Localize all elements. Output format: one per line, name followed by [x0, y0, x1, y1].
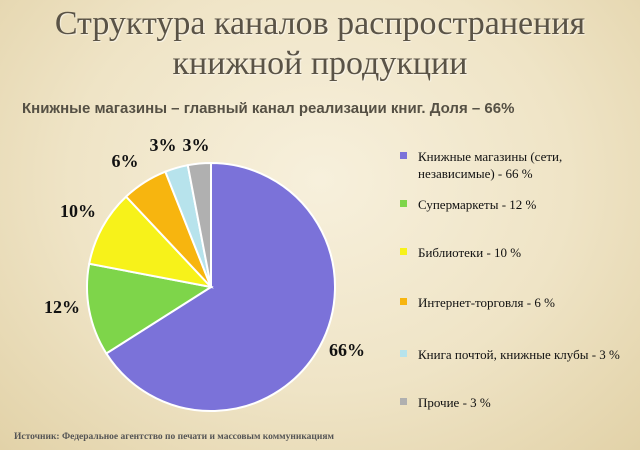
pie-data-label: 6% — [112, 151, 139, 171]
legend-swatch — [400, 398, 407, 405]
source-note: Источник: Федеральное агентство по печат… — [14, 432, 334, 442]
pie-data-label: 3% — [183, 135, 210, 155]
pie-data-label: 10% — [60, 201, 96, 221]
legend-item-other: Прочие - 3 % — [400, 394, 636, 411]
legend-swatch — [400, 152, 407, 159]
legend-swatch — [400, 248, 407, 255]
chart-subtitle: Книжные магазины – главный канал реализа… — [22, 100, 515, 117]
legend-item-libraries: Библиотеки - 10 % — [400, 244, 636, 261]
pie-slice — [186, 161, 212, 288]
legend-swatch — [400, 200, 407, 207]
legend-label: Супермаркеты - 12 % — [418, 197, 537, 212]
legend-item-supermarkets: Супермаркеты - 12 % — [400, 196, 636, 213]
page-title: Структура каналов распространения книжно… — [54, 5, 586, 82]
legend-swatch — [400, 298, 407, 305]
legend-label: Прочие - 3 % — [418, 395, 491, 410]
pie-slice — [86, 262, 214, 355]
legend-label: Библиотеки - 10 % — [418, 245, 522, 260]
pie-slice — [88, 195, 214, 289]
legend-item-mail-order: Книга почтой, книжные клубы - 3 % — [400, 346, 636, 363]
pie-data-label: 66% — [329, 340, 365, 360]
legend-label: Интернет-торговля - 6 % — [418, 295, 555, 310]
pie-data-label: 12% — [44, 297, 80, 317]
legend-label: Книга почтой, книжные клубы - 3 % — [418, 347, 620, 362]
pie-data-label: 3% — [150, 135, 177, 155]
legend-label: Книжные магазины (сети, независимые) - 6… — [418, 149, 563, 181]
legend-item-bookstores: Книжные магазины (сети, независимые) - 6… — [400, 148, 636, 182]
legend-item-internet: Интернет-торговля - 6 % — [400, 294, 636, 311]
legend-swatch — [400, 350, 407, 357]
pie-slice — [104, 161, 336, 412]
